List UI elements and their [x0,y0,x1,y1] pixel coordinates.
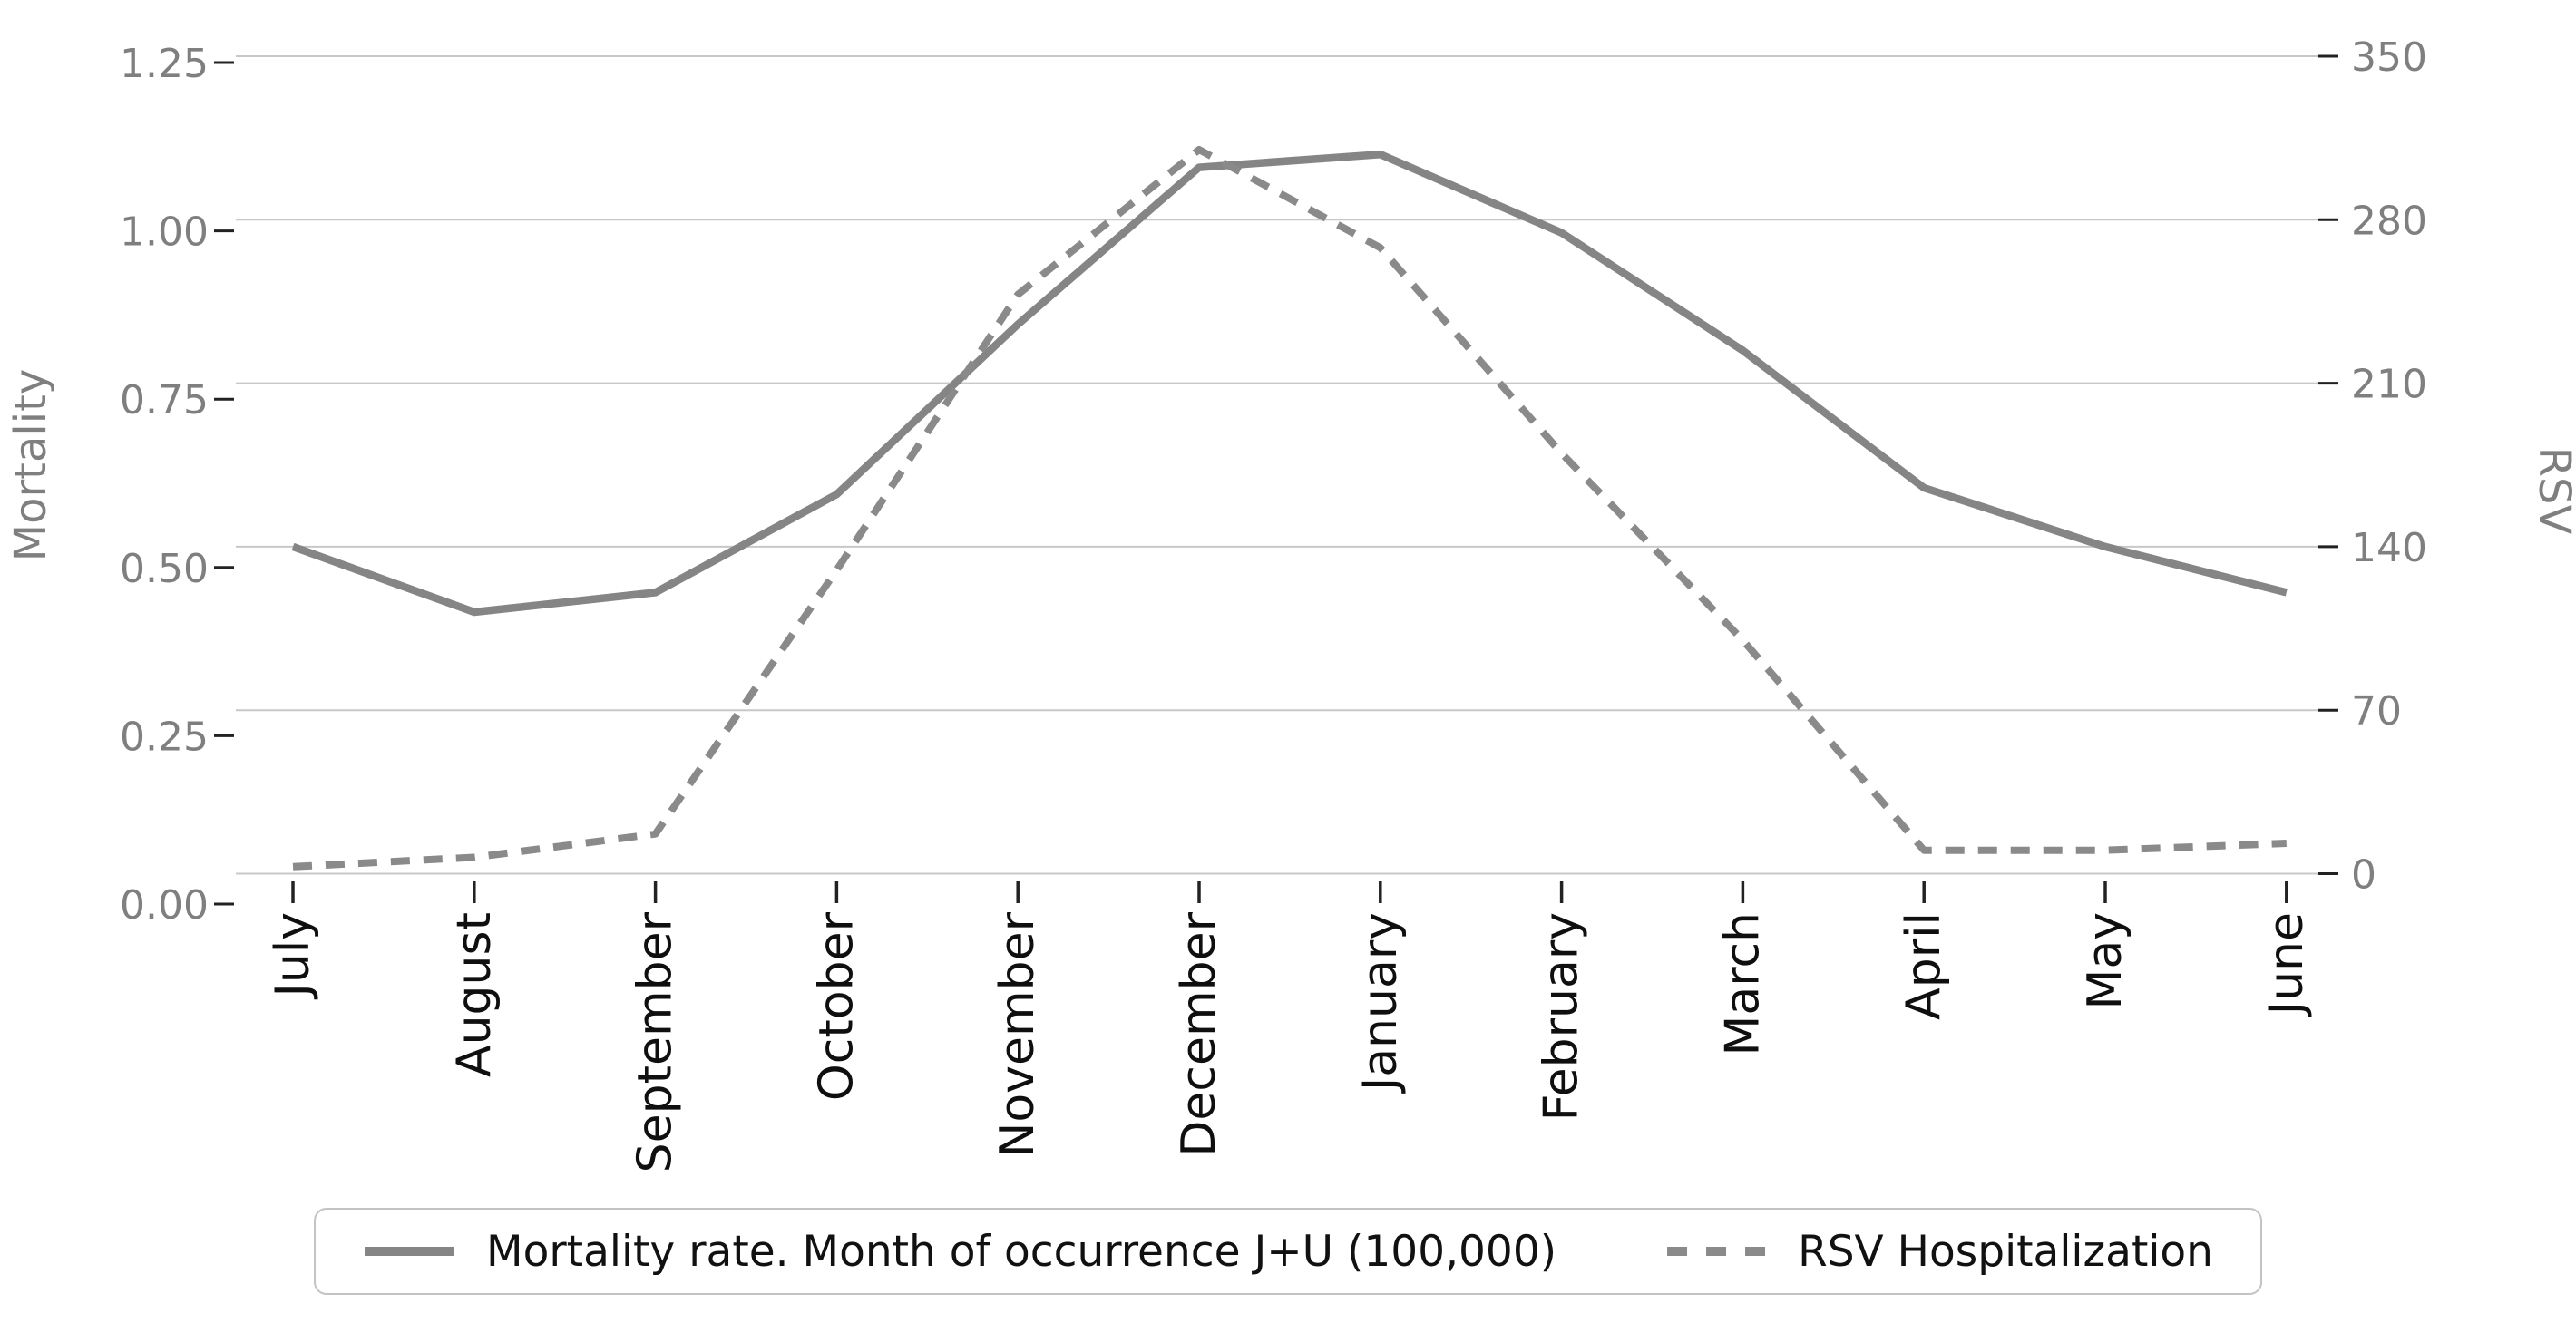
dashed-line-sample-icon [1667,1247,1766,1256]
x-axis-month-label: April [1897,912,1951,1020]
x-axis-month-label: November [990,911,1045,1157]
left-axis-tick-label: 1.25 [120,41,209,87]
x-axis-month-label: January [1353,912,1408,1094]
mortality-line [291,150,2288,617]
right-axis-tick-label: 350 [2351,34,2427,81]
rsv-line [292,146,2287,871]
legend-item-mortality: Mortality rate. Month of occurrence J+U … [363,1227,1556,1277]
x-axis-month-label: June [2259,912,2314,1017]
right-axis-tick-label: 140 [2351,525,2427,571]
right-axis-tick-label: 210 [2351,362,2427,408]
left-axis-tick-label: 1.00 [120,209,209,256]
legend-label-mortality: Mortality rate. Month of occurrence J+U … [486,1226,1557,1277]
right-axis-title: RSV [2529,447,2576,535]
left-axis-tick-label: 0.50 [120,546,209,592]
left-axis-tick-label: 0.00 [120,882,209,929]
left-axis-tick-label: 0.25 [120,714,209,760]
x-axis-month-label: August [447,912,502,1077]
solid-line-sample-icon [365,1247,454,1256]
x-axis-month-label: February [1535,912,1589,1121]
x-axis-month-label: September [629,911,683,1172]
legend-item-rsv: RSV Hospitalization [1665,1227,2213,1277]
x-axis-month-label: December [1172,911,1226,1156]
right-axis-tick-label: 70 [2351,688,2402,734]
x-axis-month-label: May [2078,912,2132,1010]
legend-label-rsv: RSV Hospitalization [1798,1226,2213,1277]
right-axis-tick-label: 280 [2351,198,2427,244]
x-axis-month-label: March [1715,912,1770,1056]
x-axis-month-label: October [809,911,864,1101]
left-axis-tick-label: 0.75 [120,377,209,423]
x-axis-month-label: July [266,912,320,1000]
left-axis-title: Mortality [5,369,56,562]
right-axis-tick-label: 0 [2351,852,2376,899]
legend: Mortality rate. Month of occurrence J+U … [314,1208,2262,1295]
